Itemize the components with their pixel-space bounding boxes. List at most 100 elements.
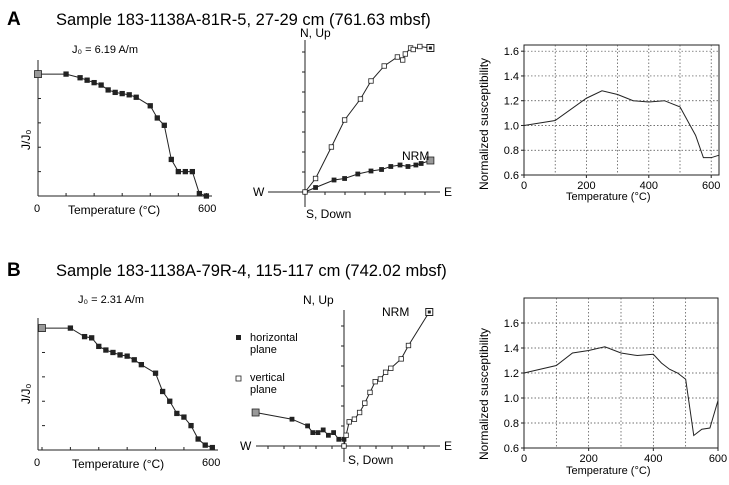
- b-demag-point: [117, 352, 123, 358]
- a-susc-xtick-label: 0: [521, 180, 527, 192]
- a-demag-point: [112, 89, 118, 96]
- b-demag-point: [167, 398, 173, 404]
- panel-a-zij-horizontal-line: [304, 160, 431, 193]
- panel-a-demag-xlabel: Temperature (°C): [68, 203, 160, 217]
- panel-a-susc-ylabel: Normalized susceptibility: [477, 58, 491, 190]
- b-zij-nrm-vertical-inner: [427, 310, 431, 314]
- a-demag-point: [126, 92, 132, 98]
- b-zij-vertical-point: [343, 432, 349, 438]
- a-zij-vertical-point: [417, 43, 423, 50]
- b-zij-horizontal-point: [325, 432, 331, 438]
- a-zij-vertical-point: [402, 51, 408, 57]
- b-zij-vertical-point: [388, 365, 394, 371]
- b-zij-horizontal-point: [289, 416, 295, 422]
- panel-a-j0-label: J₀ = 6.19 A/m: [72, 44, 138, 56]
- b-demag-point: [138, 362, 145, 368]
- panel-a-west-label: W: [253, 185, 265, 199]
- panel-a-demag-xtick-0: 0: [34, 203, 40, 215]
- b-susc-xtick-label: 400: [644, 453, 662, 465]
- b-demag-point: [202, 442, 208, 448]
- b-zij-horizontal-point: [310, 430, 316, 436]
- a-demag-point: [161, 122, 167, 128]
- a-demag-point: [154, 115, 160, 121]
- panel-a-susc-series-line: [523, 90, 720, 159]
- a-zij-horizontal-point: [413, 162, 419, 168]
- panel-a-susc-frame: [523, 44, 720, 176]
- a-demag-point: [196, 190, 203, 197]
- b-zij-vertical-point: [372, 379, 378, 385]
- panel-b-demag-xtick-0: 0: [34, 457, 40, 469]
- a-demag-point-nrm: [34, 70, 42, 78]
- a-zij-vertical-point: [328, 144, 335, 150]
- panel-a-east-label: E: [444, 185, 452, 199]
- panel-b-demag-ylabel: J/J₀: [19, 384, 33, 404]
- panel-a-title: Sample 183-1138A-81R-5, 27-29 cm (761.63…: [56, 11, 431, 29]
- a-susc-xtick-label: 200: [577, 180, 595, 192]
- a-zij-nrm-horizontal-point: [426, 156, 435, 165]
- panel-a-demag-ylabel: J/J₀: [19, 130, 33, 150]
- panel-a-nrm-label: NRM: [402, 149, 429, 163]
- panel-b-zij-vertical-line: [343, 311, 430, 447]
- b-susc-ytick-label: 1.0: [504, 393, 519, 405]
- a-zij-vertical-point: [381, 63, 387, 69]
- b-demag-point: [131, 357, 137, 363]
- panel-b-zij-horizontal-line: [255, 412, 344, 440]
- panel-b-nrm-label: NRM: [382, 305, 409, 319]
- b-demag-point-nrm: [38, 324, 46, 332]
- b-susc-ytick-label: 1.4: [504, 343, 519, 355]
- a-zij-vertical-point: [394, 54, 401, 60]
- a-zij-vertical-point: [368, 78, 374, 84]
- a-demag-point: [91, 79, 97, 86]
- a-zij-horizontal-point: [368, 168, 374, 174]
- b-zij-vertical-point: [356, 409, 363, 416]
- panel-a-susceptibility-chart: 0.6 0.8 1.0 1.2 1.4 1.6 0 200 400 600 Normalized …: [477, 44, 720, 203]
- panel-a-zijderveld-chart: N, Up S, Down W E NRM: [253, 26, 452, 221]
- panel-b-legend-vertical-label-2: plane: [250, 384, 277, 396]
- a-susc-ytick-label: 0.6: [504, 170, 519, 182]
- a-demag-point: [168, 156, 174, 163]
- b-susc-ytick-label: 0.6: [504, 443, 519, 455]
- b-demag-point: [89, 335, 95, 341]
- panel-b-susc-ylabel: Normalized susceptibility: [477, 328, 491, 460]
- b-susc-ytick-label: 1.6: [504, 318, 519, 330]
- a-susc-ytick-label: 1.0: [504, 120, 519, 132]
- b-zij-vertical-point: [351, 416, 358, 422]
- a-demag-point: [147, 103, 153, 109]
- panel-b-legend-vertical-marker: [235, 375, 242, 382]
- panel-b-demag-xlabel: Temperature (°C): [72, 457, 164, 471]
- a-susc-ytick-label: 1.4: [504, 71, 519, 83]
- panel-a-zij-vertical-line: [304, 45, 431, 193]
- panel-a-demag-chart: J₀ = 6.19 A/m J/J₀ Temperature (°C) 0 60…: [19, 44, 216, 217]
- a-zij-vertical-point: [400, 57, 406, 63]
- a-demag-point: [119, 90, 125, 97]
- a-zij-horizontal-point: [355, 171, 361, 177]
- panel-a-susc-xlabel: Temperature (°C): [566, 191, 650, 203]
- b-susc-xtick-label: 0: [521, 453, 527, 465]
- a-zij-horizontal-point: [379, 167, 384, 172]
- b-demag-point: [195, 436, 201, 442]
- panel-b-letter: B: [7, 260, 21, 281]
- panel-b-north-label: N, Up: [303, 293, 334, 307]
- a-demag-point: [98, 82, 104, 88]
- panel-b-south-label: S, Down: [348, 453, 393, 467]
- panel-b-susceptibility-chart: 0.6 0.8 1.0 1.2 1.4 1.6 0 200 400 600 Normalized …: [477, 297, 727, 477]
- a-demag-point: [84, 77, 90, 83]
- panel-a-letter: A: [7, 9, 21, 30]
- b-zij-horizontal-point: [305, 423, 311, 429]
- b-demag-point: [209, 444, 215, 451]
- b-demag-point: [152, 370, 159, 376]
- b-zij-horizontal-point: [320, 427, 326, 433]
- a-demag-point: [133, 94, 139, 100]
- b-demag-point: [96, 343, 102, 350]
- b-demag-point: [188, 422, 194, 429]
- b-zij-vertical-point: [382, 369, 389, 375]
- a-zij-horizontal-point: [342, 176, 348, 181]
- b-demag-point: [124, 353, 130, 359]
- b-zij-vertical-point: [362, 400, 368, 406]
- a-demag-point: [77, 75, 83, 81]
- panel-b-j0-label: J₀ = 2.31 A/m: [78, 294, 144, 306]
- panel-a-south-label: S, Down: [306, 207, 351, 221]
- b-zij-nrm-horizontal-point: [251, 408, 260, 417]
- a-demag-point: [175, 168, 181, 175]
